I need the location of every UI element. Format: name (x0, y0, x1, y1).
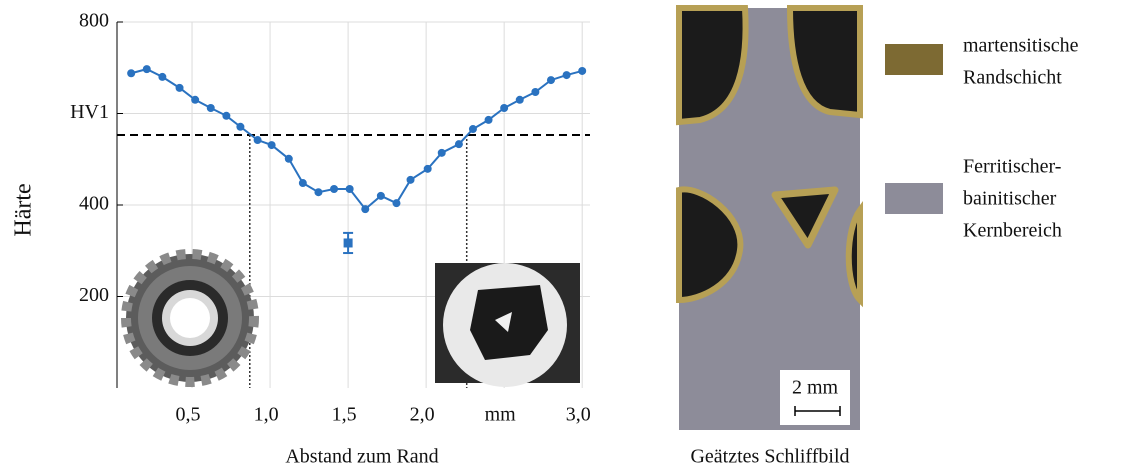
data-point (222, 111, 231, 120)
data-point (361, 205, 370, 214)
data-point (330, 184, 339, 193)
gap (676, 186, 744, 304)
data-point (298, 179, 307, 188)
data-point (578, 66, 587, 75)
legend-swatch (885, 183, 943, 214)
specimen-photo (435, 263, 580, 387)
series-line (130, 68, 583, 211)
gear-photo (121, 249, 259, 387)
gear-bore (170, 298, 210, 338)
x-tick-label: 3,0 (566, 404, 591, 426)
data-point (267, 141, 276, 150)
gap (845, 200, 863, 308)
gap (786, 5, 863, 119)
legend-label: Ferritischer- (963, 156, 1061, 178)
data-point (546, 76, 555, 85)
data-point (284, 154, 293, 163)
scale-box (780, 370, 850, 425)
micrograph: 2 mm Geätztes Schliffbild (676, 5, 863, 468)
data-point (376, 191, 385, 200)
outlier-point (343, 238, 353, 248)
data-point (531, 87, 540, 96)
x-axis-label: Abstand zum Rand (285, 446, 438, 468)
x-tick-label: 1,0 (254, 404, 279, 426)
legend-label: Kernbereich (963, 220, 1062, 242)
data-point (236, 122, 245, 131)
legend-swatch (885, 44, 943, 75)
data-point (423, 164, 432, 173)
data-point (515, 95, 524, 104)
data-point (406, 175, 415, 184)
scale-label: 2 mm (792, 377, 839, 399)
data-point (127, 69, 136, 78)
data-point (454, 140, 463, 149)
data-point (484, 115, 493, 124)
data-point (392, 199, 401, 208)
y-tick-label: 800 (79, 10, 109, 32)
micrograph-caption: Geätztes Schliffbild (690, 446, 849, 468)
data-point (314, 188, 323, 197)
data-point (468, 125, 477, 134)
legend: martensitische Randschicht Ferritischer-ba… (885, 35, 1079, 242)
data-point (206, 104, 215, 113)
y-tick-label: 400 (79, 193, 109, 215)
data-point (142, 65, 151, 74)
data-point (158, 72, 167, 81)
x-tick-label: 0,5 (176, 404, 201, 426)
data-point (345, 184, 354, 193)
y-axis-label: Härte (11, 183, 37, 236)
data-point (253, 136, 262, 145)
x-tick-label: 2,0 (410, 404, 435, 426)
y-tick-label: 200 (79, 284, 109, 306)
data-point (437, 148, 446, 157)
specimen-hole (495, 312, 512, 332)
x-tick-label: mm (485, 404, 517, 426)
data-point (175, 83, 184, 92)
legend-label: martensitische (963, 35, 1079, 57)
y-tick-label: HV1 (70, 101, 109, 123)
data-point (562, 71, 571, 80)
chart: 200 400 HV1 800 0,5 1,0 1,5 2,0 mm 3,0 Abstand zum… (11, 10, 591, 468)
x-tick-label: 1,5 (332, 404, 357, 426)
data-point (500, 104, 509, 113)
hole (771, 186, 839, 249)
legend-label: bainitischer (963, 188, 1057, 210)
data-point (191, 95, 200, 104)
gap (676, 5, 749, 126)
legend-label: Randschicht (963, 67, 1062, 89)
